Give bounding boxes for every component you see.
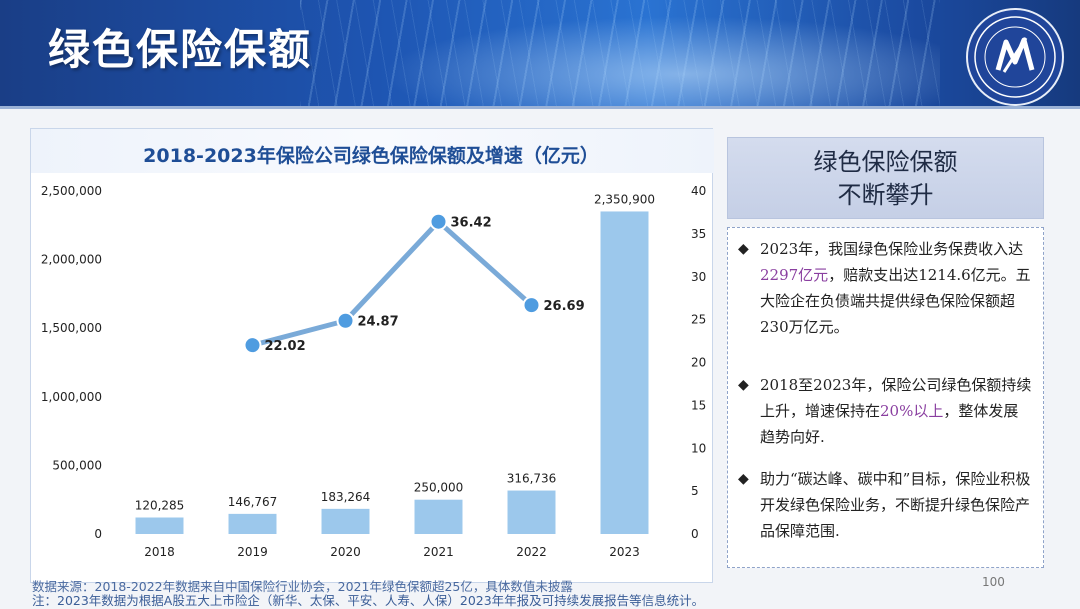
side-header-line2: 不断攀升 <box>837 181 934 209</box>
right-tick-label: 20 <box>691 356 706 370</box>
bar-value-labels: 120,285 146,767 183,264 250,000 316,736 2,350… <box>135 192 655 512</box>
diamond-bullet-icon: ◆ <box>738 241 749 257</box>
growth-point <box>522 296 541 315</box>
left-tick-label: 2,500,000 <box>41 184 102 198</box>
left-tick-label: 500,000 <box>52 458 102 472</box>
x-tick-label: 2020 <box>330 545 361 559</box>
bar <box>600 211 649 534</box>
bar <box>228 513 277 534</box>
right-axis-ticks: 0 5 10 15 20 25 30 35 40 <box>691 184 706 541</box>
bullet-text: ，整体发展趋势向好. <box>760 402 1019 446</box>
diamond-bullet-icon: ◆ <box>738 471 749 487</box>
bullet-text: 2023年，我国绿色保险业务保费收入达 <box>760 240 1024 258</box>
bar-value-label: 120,285 <box>135 498 185 512</box>
chart-title: 2018-2023年保险公司绿色保险保额及增速（亿元） <box>143 144 599 167</box>
bullet-highlight: 20%以上 <box>880 402 944 420</box>
bullet-text: ，赔款支出达1214.6亿元。五大险企在负债端共提供绿色保险保额超230万亿元。 <box>760 266 1031 336</box>
bar-value-label: 316,736 <box>507 472 557 486</box>
bullet-text: 2018至2023年，保险公司绿色保额持续上升，增速保持在 <box>760 376 1032 420</box>
left-tick-label: 2,000,000 <box>41 253 102 267</box>
bullet-highlight: 2297亿元 <box>760 266 829 284</box>
left-tick-label: 0 <box>94 527 102 541</box>
right-tick-label: 5 <box>691 484 699 498</box>
growth-value-labels: 22.02 24.87 36.42 26.69 <box>265 216 585 354</box>
header-decoration <box>300 0 940 106</box>
growth-point <box>336 311 355 330</box>
left-tick-label: 1,500,000 <box>41 321 102 335</box>
right-tick-label: 15 <box>691 398 706 412</box>
footnote: 注：2023年数据为根据A股五大上市险企（新华、太保、平安、人寿、人保）2023… <box>32 593 705 608</box>
right-tick-label: 30 <box>691 270 706 284</box>
side-summary: ◆ 2023年，我国绿色保险业务保费收入达 2297亿元，赔款支出达1214.6亿… <box>727 227 1044 568</box>
growth-value-label: 36.42 <box>451 216 492 231</box>
diamond-bullet-icon: ◆ <box>738 377 749 393</box>
right-tick-label: 0 <box>691 527 699 541</box>
growth-value-label: 24.87 <box>358 315 399 330</box>
page-number: 100 <box>982 575 1005 589</box>
right-tick-label: 35 <box>691 227 706 241</box>
bar <box>321 508 370 534</box>
bar <box>414 499 463 534</box>
growth-point <box>243 336 262 355</box>
left-axis-ticks: 0 500,000 1,000,000 1,500,000 2,000,000 2,500… <box>41 184 102 541</box>
page-title: 绿色保险保额 <box>48 25 313 74</box>
bar-series <box>135 211 649 534</box>
x-tick-label: 2022 <box>516 545 547 559</box>
bullet-item: ◆ 2018至2023年，保险公司绿色保额持续上升，增速保持在20%以上，整体发… <box>738 372 1033 450</box>
bullet-item: ◆ 助力“碳达峰、碳中和”目标，保险业积极开发绿色保险业务，不断提升绿色保险产品… <box>738 466 1033 544</box>
right-tick-label: 40 <box>691 184 706 198</box>
bar <box>507 490 556 534</box>
bar-value-label: 2,350,900 <box>594 192 655 206</box>
growth-value-label: 26.69 <box>544 299 585 314</box>
bar-value-label: 183,264 <box>321 490 371 504</box>
bullet-item: ◆ 2023年，我国绿色保险业务保费收入达 2297亿元，赔款支出达1214.6亿… <box>738 236 1033 340</box>
bar <box>135 517 184 534</box>
x-tick-label: 2021 <box>423 545 454 559</box>
growth-line <box>251 219 534 348</box>
right-tick-label: 25 <box>691 313 706 327</box>
bar-value-label: 146,767 <box>228 495 278 509</box>
right-tick-label: 10 <box>691 441 706 455</box>
x-axis-labels: 2018 2019 2020 2021 2022 2023 <box>144 545 640 559</box>
bar-value-label: 250,000 <box>414 481 464 495</box>
x-tick-label: 2023 <box>609 545 640 559</box>
growth-line-series <box>243 212 541 355</box>
institute-logo <box>966 8 1064 106</box>
header-divider <box>0 106 1080 109</box>
side-header-line1: 绿色保险保额 <box>813 148 958 176</box>
x-tick-label: 2019 <box>237 545 268 559</box>
x-tick-label: 2018 <box>144 545 175 559</box>
chart-svg: 2018-2023年保险公司绿色保险保额及增速（亿元） 0 500,000 1,00… <box>41 144 706 559</box>
header-banner: 绿色保险保额 <box>0 0 1080 106</box>
logo-emblem-icon <box>974 16 1056 98</box>
growth-value-label: 22.02 <box>265 339 306 354</box>
chart-panel: 2018-2023年保险公司绿色保险保额及增速（亿元） 0 500,000 1,00… <box>30 128 714 583</box>
left-tick-label: 1,000,000 <box>41 390 102 404</box>
growth-point <box>429 212 448 231</box>
side-header: 绿色保险保额 不断攀升 <box>727 137 1044 219</box>
data-source-note: 数据来源：2018-2022年数据来自中国保险行业协会，2021年绿色保额超25… <box>32 579 573 594</box>
bullet-text: 助力“碳达峰、碳中和”目标，保险业积极开发绿色保险业务，不断提升绿色保险产品保障… <box>760 470 1031 540</box>
